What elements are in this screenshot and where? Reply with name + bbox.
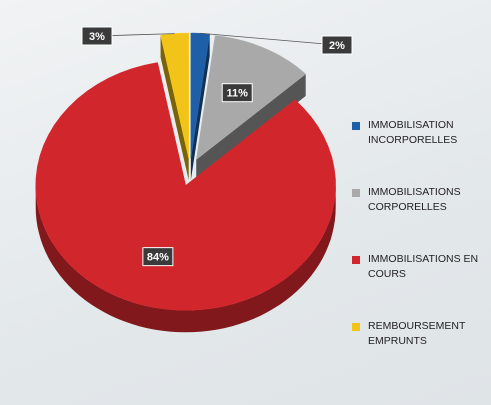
legend-item: IMMOBILISATIONS EN COURS <box>352 252 487 282</box>
legend-swatch <box>352 189 360 197</box>
data-label: 2% <box>329 40 345 52</box>
leader-line <box>200 32 338 46</box>
legend-swatch <box>352 256 360 264</box>
legend-item: REMBOURSEMENT EMPRUNTS <box>352 319 487 349</box>
label-box <box>81 26 113 46</box>
label-box <box>221 83 253 103</box>
label-box <box>321 35 353 55</box>
slice-edge <box>160 35 189 181</box>
legend-item: IMMOBILISATIONS CORPORELLES <box>352 185 487 215</box>
legend: IMMOBILISATION INCORPORELLES IMMOBILISATI… <box>352 118 487 386</box>
slice <box>35 62 336 311</box>
data-label: 84% <box>147 252 169 264</box>
slice <box>160 32 189 159</box>
label-box <box>142 247 174 267</box>
legend-label: IMMOBILISATIONS CORPORELLES <box>368 186 461 213</box>
data-label: 3% <box>89 31 105 43</box>
legend-label: IMMOBILISATIONS EN COURS <box>368 253 479 280</box>
legend-swatch <box>352 122 360 130</box>
legend-item: IMMOBILISATION INCORPORELLES <box>352 118 487 148</box>
legend-label: REMBOURSEMENT EMPRUNTS <box>368 320 466 347</box>
data-label: 11% <box>227 88 249 100</box>
slice-edge <box>190 34 210 181</box>
legend-label: IMMOBILISATION INCORPORELLES <box>368 119 458 146</box>
legend-swatch <box>352 323 360 331</box>
slice-side <box>35 185 336 333</box>
slice-edge <box>196 73 306 182</box>
